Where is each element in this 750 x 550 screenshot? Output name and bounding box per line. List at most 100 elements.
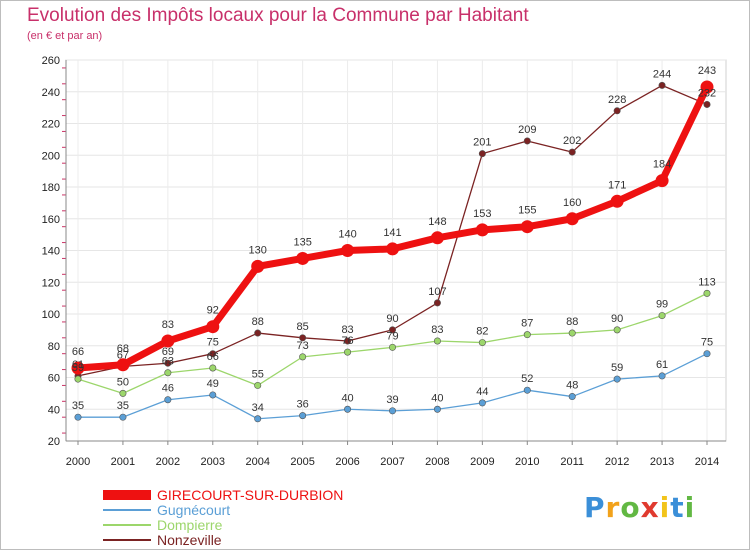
data-point [254,381,262,389]
data-label: 160 [563,197,581,209]
data-label: 34 [252,402,264,414]
data-point [209,364,217,372]
data-label: 59 [72,362,84,374]
data-point [299,353,307,361]
data-point [613,107,621,115]
y-tick-label: 20 [48,436,60,448]
data-label: 135 [293,236,311,248]
data-point [296,251,310,265]
data-label: 153 [473,208,491,220]
data-label: 243 [698,65,716,77]
data-point [658,312,666,320]
y-tick-label: 40 [48,404,60,416]
data-label: 36 [297,399,309,411]
legend-swatch [103,490,151,500]
x-tick-label: 2014 [695,456,719,468]
y-tick-label: 260 [42,55,60,67]
data-label: 67 [117,349,129,361]
data-label: 76 [341,335,353,347]
data-label: 113 [698,276,716,288]
data-point [386,242,399,256]
data-point [700,80,714,94]
chart-title: Evolution des Impôts locaux pour la Comm… [27,5,529,26]
data-point [430,231,444,245]
data-labels: 61 67 69 75 88 85 83 90 107 201 209 202 228 244 232 59 5… [72,65,716,414]
y-tick-label: 240 [42,87,60,99]
data-label: 148 [428,216,446,228]
data-point [658,372,666,380]
data-label: 107 [428,286,446,298]
data-point [703,100,711,108]
data-point [344,405,352,413]
series-lines [71,80,714,423]
data-point [568,393,576,401]
data-label: 82 [476,326,488,338]
data-label: 155 [518,205,536,217]
x-tick-label: 2003 [201,456,225,468]
logo-letter: o [620,491,641,524]
y-tick-label: 180 [42,182,60,194]
data-point [655,174,669,188]
data-label: 130 [249,244,267,256]
legend-item: GIRECOURT-SUR-DURBION [103,487,343,503]
data-point [613,326,621,334]
data-point [388,407,396,415]
data-point [344,337,352,345]
data-label: 85 [297,321,309,333]
x-tick-label: 2007 [380,456,404,468]
x-tick-label: 2000 [66,456,90,468]
data-point [433,337,441,345]
y-tick-label: 100 [42,309,60,321]
data-label: 87 [521,318,533,330]
data-point [610,194,624,208]
data-label: 75 [701,337,713,349]
data-label: 79 [386,330,398,342]
data-point [388,343,396,351]
data-point [478,399,486,407]
proxiti-logo: Proxiti [584,491,695,524]
data-point [251,259,265,273]
data-label: 35 [117,400,129,412]
data-label: 52 [521,373,533,385]
data-label: 48 [566,380,578,392]
logo-letter: i [684,491,696,524]
data-point [565,212,579,226]
data-point [478,339,486,347]
data-label: 39 [386,394,398,406]
data-label: 75 [207,337,219,349]
data-label: 244 [653,68,671,80]
legend-label: Dompierre [157,517,223,533]
data-label: 232 [698,87,716,99]
data-label: 228 [608,94,626,106]
data-label: 61 [72,359,84,371]
y-tick-label: 160 [42,214,60,226]
logo-letter: P [584,491,606,524]
y-tick-label: 80 [48,341,60,353]
data-label: 40 [431,392,443,404]
legend-label: GIRECOURT-SUR-DURBION [157,487,343,503]
data-point [164,369,172,377]
x-tick-label: 2011 [560,456,584,468]
data-label: 83 [162,319,174,331]
data-point [209,391,217,399]
data-point [613,375,621,383]
data-point [161,334,175,348]
data-point [71,361,85,375]
data-point [344,348,352,356]
series-gugn-court [74,350,711,423]
x-tick-label: 2013 [650,456,674,468]
data-point [703,350,711,358]
data-label: 140 [338,229,356,241]
data-label: 92 [207,305,219,317]
data-point [433,299,441,307]
data-label: 59 [611,362,623,374]
data-label: 88 [566,316,578,328]
data-label: 73 [297,340,309,352]
x-tick-label: 2006 [335,456,359,468]
data-label: 50 [117,376,129,388]
y-tick-label: 200 [42,150,60,162]
series-nonzeville [74,81,711,380]
data-label: 66 [207,351,219,363]
series-girecourt-sur-durbion [71,80,714,375]
